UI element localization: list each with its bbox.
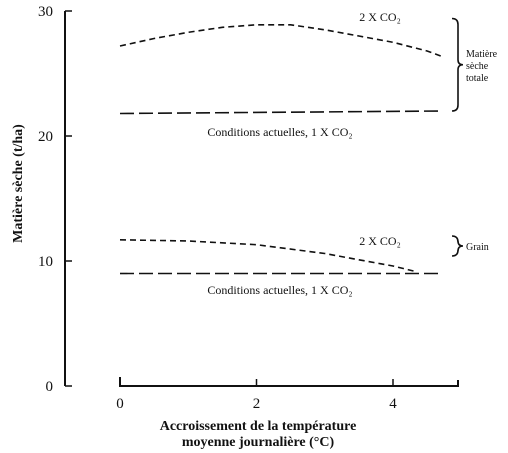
y-tick-label: 10 [38, 254, 53, 270]
brace [451, 235, 464, 257]
x-axis-title-line: moyenne journalière (°C) [182, 435, 335, 450]
series-line [119, 239, 414, 272]
brace-label-line: Matière [466, 49, 498, 60]
series-line [119, 24, 442, 57]
series-label: Conditions actuelles, 1 X CO₂ [207, 283, 352, 297]
axes: 0 10 20 30 0 2 4 Accroissement de la températur… [11, 4, 459, 450]
y-tick-label: 20 [38, 129, 53, 145]
series-line [119, 110, 441, 115]
y-axis-title: Matière sèche (t/ha) [11, 124, 26, 243]
series-layer [119, 24, 442, 275]
x-tick-label: 4 [389, 396, 397, 412]
x-tick-label: 2 [253, 396, 261, 412]
y-tick-label: 30 [38, 4, 53, 20]
brace-label-line: Grain [466, 242, 489, 253]
series-label: Conditions actuelles, 1 X CO₂ [207, 125, 352, 139]
label-layer: 2 X CO₂ Conditions actuelles, 1 X CO₂ 2 X … [207, 10, 497, 297]
x-tick-label: 0 [116, 396, 124, 412]
brace-label-line: sèche [466, 61, 489, 72]
series-label: 2 X CO₂ [359, 10, 401, 24]
brace [451, 17, 464, 112]
series-label: 2 X CO₂ [359, 234, 401, 248]
brace-label-line: totale [466, 73, 489, 84]
y-tick-label: 0 [46, 379, 54, 395]
x-axis-line [119, 377, 459, 387]
x-axis-title-line: Accroissement de la température [160, 419, 357, 434]
